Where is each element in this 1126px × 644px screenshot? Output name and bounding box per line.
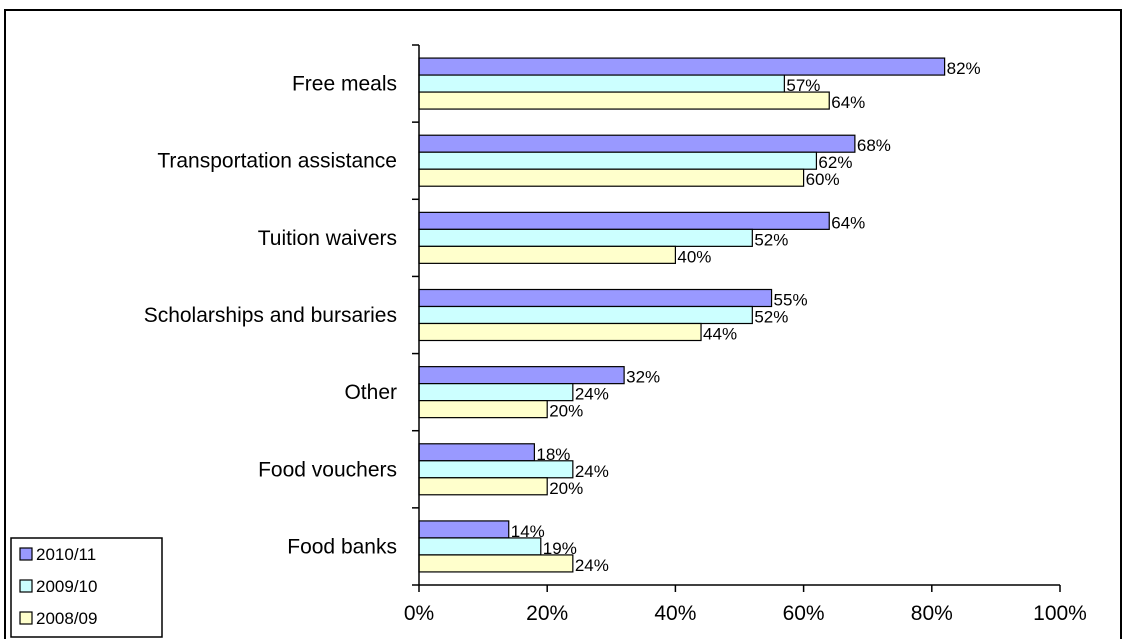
data-label: 32%	[626, 368, 660, 387]
x-tick-label: 100%	[1033, 602, 1087, 625]
bar	[418, 288, 773, 308]
data-label: 64%	[831, 93, 865, 112]
data-label: 19%	[543, 539, 577, 558]
legend-label: 2009/10	[36, 577, 97, 596]
data-label: 20%	[549, 479, 583, 498]
bar	[418, 74, 785, 93]
bars	[418, 57, 946, 573]
data-label: 18%	[536, 445, 570, 464]
bar	[418, 477, 548, 496]
x-tick-label: 20%	[526, 602, 568, 625]
bar	[418, 211, 830, 230]
category-label: Food vouchers	[258, 458, 397, 481]
x-axis: 0% 20% 40% 60% 80% 100%	[404, 584, 1087, 625]
bar	[418, 366, 625, 385]
data-label: 24%	[575, 556, 609, 575]
data-label: 68%	[857, 136, 891, 155]
x-tick-label: 40%	[654, 602, 696, 625]
data-label: 52%	[754, 308, 788, 327]
legend: 2010/11 2009/10 2008/09	[10, 537, 163, 638]
bar	[418, 305, 753, 325]
legend-label: 2010/11	[36, 545, 96, 564]
legend-swatch	[19, 611, 33, 625]
bar	[418, 443, 535, 462]
data-label: 40%	[677, 247, 711, 266]
legend-box	[10, 537, 163, 638]
x-tick-label: 80%	[911, 602, 953, 625]
data-label: 20%	[549, 402, 583, 421]
category-label: Food banks	[287, 535, 397, 558]
bar	[418, 57, 946, 76]
data-label: 24%	[575, 462, 609, 481]
bar	[418, 134, 856, 153]
bar	[418, 245, 676, 264]
data-labels: 82%57%64%68%62%60%64%52%40%55%52%44%32%2…	[511, 59, 981, 575]
x-tick-label: 0%	[404, 602, 434, 625]
category-label: Transportation assistance	[157, 150, 397, 173]
data-label: 57%	[786, 76, 820, 95]
data-label: 14%	[511, 522, 545, 541]
data-label: 60%	[806, 170, 840, 189]
category-label: Other	[344, 381, 397, 404]
category-label: Free meals	[292, 73, 397, 96]
bar	[418, 520, 510, 539]
bar	[418, 322, 702, 342]
data-label: 55%	[774, 291, 808, 310]
data-label: 44%	[703, 325, 737, 344]
data-label: 52%	[754, 230, 788, 249]
data-label: 82%	[947, 59, 981, 78]
bar	[418, 168, 805, 187]
data-label: 24%	[575, 385, 609, 404]
x-tick-label: 60%	[783, 602, 825, 625]
data-label: 62%	[818, 153, 852, 172]
category-label: Scholarships and bursaries	[144, 304, 397, 327]
legend-label: 2008/09	[36, 609, 97, 628]
data-label: 64%	[831, 213, 865, 232]
bar	[418, 383, 574, 402]
bar	[418, 91, 830, 110]
legend-swatch	[19, 547, 33, 561]
bar	[418, 400, 548, 419]
bar	[418, 151, 818, 170]
bar	[418, 228, 753, 247]
category-label: Tuition waivers	[258, 227, 397, 250]
y-axis: Free meals Transportation assistance Tuiti…	[144, 44, 420, 586]
legend-swatch	[19, 579, 33, 593]
